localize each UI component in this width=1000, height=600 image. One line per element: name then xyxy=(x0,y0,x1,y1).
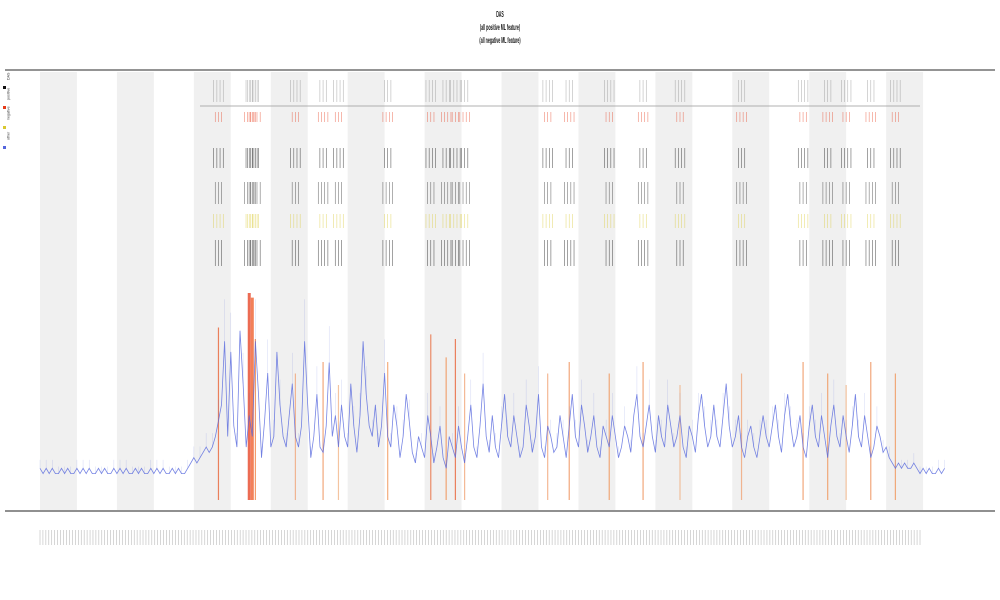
series-line-0 xyxy=(39,330,945,475)
shaded-bands xyxy=(40,72,924,510)
band-11 xyxy=(886,72,924,510)
x-tick-labels xyxy=(39,530,921,545)
band-1 xyxy=(116,72,154,510)
legend-label: positive xyxy=(7,87,11,100)
chart-title-block: DAS (all positive ML feature) (all negat… xyxy=(0,8,1000,47)
legend-entry: other xyxy=(3,132,13,160)
legend-swatch xyxy=(3,146,6,149)
legend-swatch xyxy=(3,126,6,129)
legend-swatch xyxy=(3,86,6,89)
legend-swatch xyxy=(3,106,6,109)
legend-label: other xyxy=(7,131,11,140)
band-9 xyxy=(732,72,770,510)
band-0 xyxy=(40,72,77,510)
band-5 xyxy=(424,72,462,510)
legend-entry: DAS xyxy=(3,73,13,100)
legend-label: negative xyxy=(7,106,11,120)
band-3 xyxy=(270,72,308,510)
series-lines xyxy=(39,299,945,475)
chart-title: DAS xyxy=(496,10,504,19)
chart-subtitle-2: (all negative ML feature) xyxy=(479,36,521,45)
legend-entry: negative xyxy=(3,106,13,140)
legend-entry: positive xyxy=(3,88,13,120)
chart-subtitle-1: (all positive ML feature) xyxy=(479,23,521,32)
annotation-tracks xyxy=(213,80,901,266)
legend-label: DAS xyxy=(7,72,11,80)
legend: DAS positive negative other xyxy=(3,73,13,160)
spike-marks xyxy=(217,293,896,500)
band-4 xyxy=(347,72,385,510)
band-6 xyxy=(501,72,539,510)
band-2 xyxy=(193,72,231,510)
